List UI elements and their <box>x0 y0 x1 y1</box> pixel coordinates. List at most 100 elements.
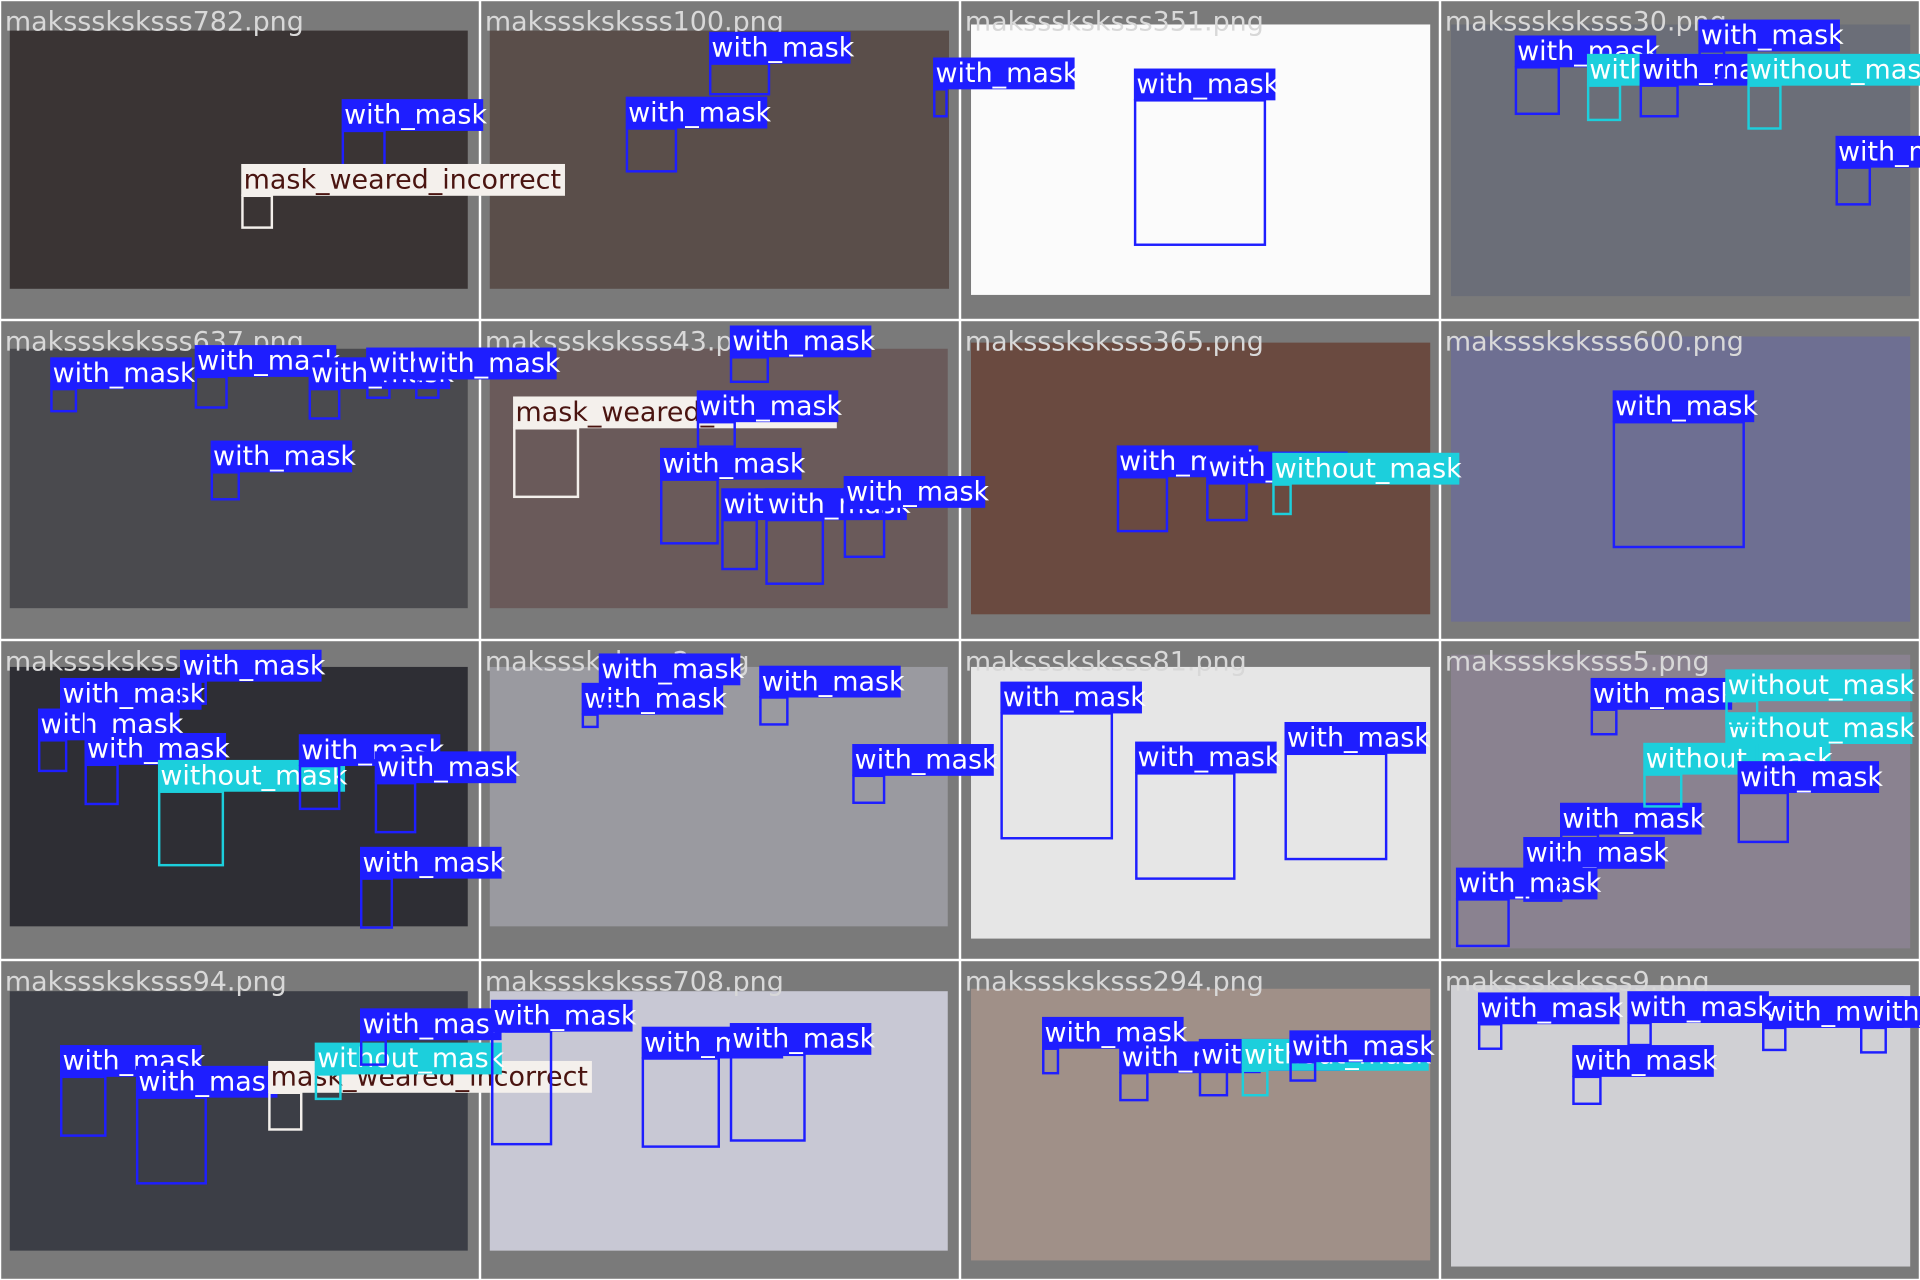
detection-label: with_mask <box>344 100 487 131</box>
label-background <box>1737 761 1880 793</box>
detection-label: with_mask <box>138 1066 281 1097</box>
detection-label: with_mask <box>1838 136 1920 167</box>
photo <box>9 30 468 289</box>
label-background <box>1590 677 1733 710</box>
label-background <box>1747 53 1920 86</box>
tile: maksssksksss294.png <box>961 961 1439 1279</box>
detection-label: with_mask <box>418 348 561 379</box>
detection-box <box>314 1073 342 1101</box>
label-background <box>1572 1045 1714 1077</box>
label-background <box>729 325 872 358</box>
label-background <box>491 999 633 1032</box>
label-background <box>843 476 986 508</box>
photo <box>971 988 1431 1261</box>
detection-label: with_mask <box>662 449 805 480</box>
label-background <box>50 357 192 390</box>
label-background <box>1455 867 1598 900</box>
file-name: maksssksksss365.png <box>965 327 1264 358</box>
detection-label: with_mask <box>732 326 875 357</box>
detection-box <box>135 1096 207 1185</box>
detection-label: with_mask <box>213 441 356 472</box>
file-name: maksssksksss30.png <box>1445 7 1727 38</box>
detection-label: with_mask <box>377 752 520 783</box>
file-name: maksssksksss294.png <box>965 967 1264 998</box>
detection-label: with_mask <box>584 683 727 714</box>
label-background <box>852 744 994 776</box>
detection-label: with_mask <box>362 1009 505 1040</box>
detection-label: with_mask <box>1740 762 1883 793</box>
detection-label: with_mask <box>1287 723 1430 754</box>
detection-label: with_mask <box>628 97 771 128</box>
label-background <box>241 163 565 196</box>
detection-label: with_mask <box>936 58 1079 89</box>
detection-label: without_mask <box>1750 54 1920 85</box>
detection-label: with_mask <box>732 1024 875 1055</box>
detection-label: with_mask <box>699 391 842 422</box>
label-background <box>1133 68 1276 101</box>
label-background <box>581 682 724 715</box>
file-name: maksssksksss81.png <box>965 647 1247 678</box>
detection-label: with_mask <box>1575 1046 1718 1077</box>
file-name: maksssksksss708.png <box>485 967 784 998</box>
label-background <box>660 447 802 480</box>
detection-label: with_mask <box>1593 679 1736 710</box>
detection-label: with_mask <box>1458 868 1601 899</box>
detection-label: with_mask <box>711 32 854 63</box>
label-background <box>1835 135 1920 168</box>
label-background <box>1284 721 1427 754</box>
label-background <box>135 1065 278 1098</box>
label-background <box>1523 837 1665 869</box>
detection-box <box>491 1030 553 1146</box>
detection-label: with_mask <box>87 734 230 765</box>
detection-label: with_mask <box>762 666 905 697</box>
file-name: maksssksksss782.png <box>5 7 304 38</box>
label-background <box>180 649 322 682</box>
tile: maksssksksss782.png <box>1 1 479 319</box>
label-background <box>759 665 901 698</box>
detection-label: without_mask <box>1728 713 1915 744</box>
detection-label: with_mask <box>601 654 744 685</box>
tile: maksssksksss43.png <box>481 321 959 639</box>
label-background <box>1272 452 1460 485</box>
label-background <box>1860 996 1920 1028</box>
label-background <box>360 846 502 879</box>
label-background <box>1477 992 1620 1025</box>
detection-label: with_mask <box>1862 997 1920 1028</box>
detection-label: with_mask <box>1136 69 1279 100</box>
detection-label: with_mask <box>1480 993 1623 1024</box>
label-background <box>729 1023 872 1055</box>
detection-label: with_mask <box>62 679 205 710</box>
label-background <box>1135 741 1277 774</box>
label-background <box>1698 19 1840 52</box>
detection-label: with_mask <box>1562 803 1705 834</box>
detection-label: with_mask <box>493 1000 636 1031</box>
label-background <box>84 733 227 765</box>
label-background <box>1000 681 1142 714</box>
label-background <box>314 1042 502 1075</box>
label-background <box>1725 669 1913 702</box>
label-background <box>625 96 768 129</box>
label-background <box>696 390 839 423</box>
detection-box <box>729 1053 806 1142</box>
file-name: maksssksksss94.png <box>5 967 287 998</box>
label-background <box>708 31 851 64</box>
detection-label: with_mask <box>1003 682 1146 713</box>
label-background <box>415 347 557 380</box>
detection-label: mask_weared_incorrect <box>244 165 561 196</box>
detection-label: with_mask <box>362 847 505 878</box>
label-background <box>1612 390 1755 423</box>
photo <box>489 30 949 289</box>
detection-label: without_mask <box>1275 453 1462 484</box>
label-background <box>598 653 741 686</box>
detection-label: with_mask <box>1701 20 1844 51</box>
detection-label: with_mask <box>855 745 998 776</box>
detection-label: without_mask <box>317 1043 504 1074</box>
label-background <box>360 1008 502 1041</box>
photo <box>1451 336 1911 622</box>
file-name: maksssksksss600.png <box>1445 327 1744 358</box>
label-background <box>1627 991 1769 1024</box>
detection-label: with_mask <box>182 650 325 681</box>
photo <box>1451 985 1911 1267</box>
detection-label: with_mask <box>846 477 989 508</box>
